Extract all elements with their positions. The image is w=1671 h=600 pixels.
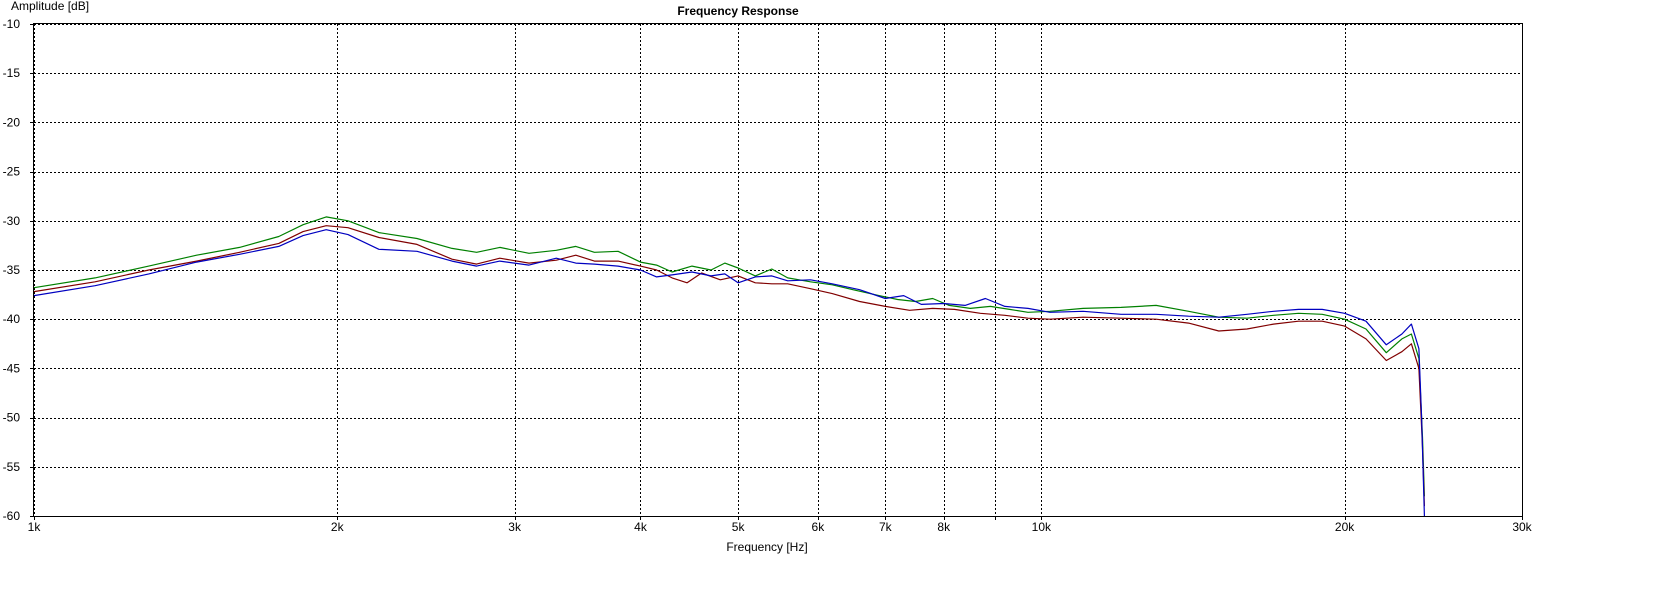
series-line-3 bbox=[33, 229, 1425, 517]
y-tick-label: -20 bbox=[3, 115, 21, 129]
y-tick-label: -50 bbox=[3, 411, 21, 425]
x-tick-label: 5k bbox=[732, 520, 746, 534]
x-tick-label: 2k bbox=[331, 520, 345, 534]
x-tick-label: 30k bbox=[1512, 520, 1532, 534]
y-tick-label: -25 bbox=[3, 165, 21, 179]
series-line-1 bbox=[33, 216, 1425, 497]
x-tick-label: 1k bbox=[28, 520, 42, 534]
y-tick-label: -30 bbox=[3, 214, 21, 228]
x-tick-label: 8k bbox=[937, 520, 951, 534]
plot-frame bbox=[33, 23, 1523, 517]
x-tick-label: 6k bbox=[812, 520, 826, 534]
y-tick-label: -55 bbox=[3, 460, 21, 474]
x-tick-labels: 1k 2k 3k 4k 5k 6k 7k 8k 10k 20k 30k bbox=[28, 520, 1533, 534]
y-tick-label: -10 bbox=[3, 17, 21, 31]
y-tick-label: -45 bbox=[3, 361, 21, 375]
series-lines bbox=[33, 216, 1425, 517]
x-tick-label: 4k bbox=[634, 520, 648, 534]
x-tick-label: 10k bbox=[1032, 520, 1052, 534]
frequency-response-chart: Frequency Response Amplitude [dB] Freque… bbox=[3, 0, 1533, 554]
x-axis-label: Frequency [Hz] bbox=[726, 540, 807, 554]
x-tick-label: 20k bbox=[1335, 520, 1355, 534]
y-tick-labels: -10 -15 -20 -25 -30 -35 -40 -45 -50 -55 -60 bbox=[3, 17, 21, 523]
chart-title: Frequency Response bbox=[677, 4, 799, 18]
series-line-2 bbox=[33, 225, 1425, 507]
x-tick-label: 3k bbox=[508, 520, 522, 534]
y-tick-label: -60 bbox=[3, 509, 21, 523]
y-tick-label: -40 bbox=[3, 312, 21, 326]
y-axis-label: Amplitude [dB] bbox=[11, 0, 89, 13]
x-tick-label: 7k bbox=[879, 520, 893, 534]
y-tick-label: -35 bbox=[3, 263, 21, 277]
y-tick-label: -15 bbox=[3, 66, 21, 80]
